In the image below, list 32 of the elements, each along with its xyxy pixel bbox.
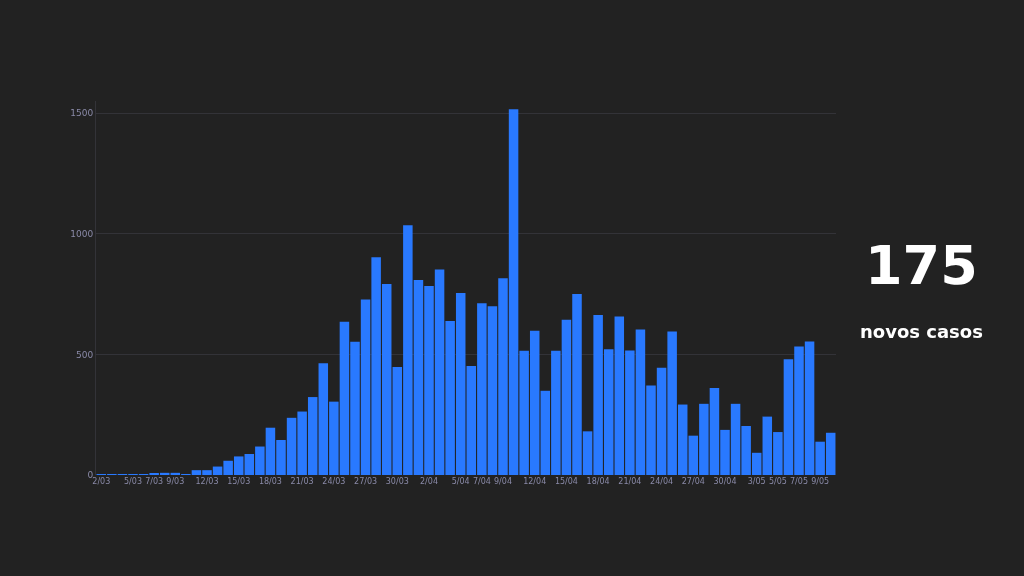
text: 175 — [865, 234, 978, 297]
x-tick-label: 2/04 — [420, 477, 438, 486]
x-tick-label: 21/04 — [618, 477, 642, 486]
y-tick-label: 500 — [76, 349, 94, 360]
x-tick-label: 5/04 — [451, 477, 470, 486]
x-tick-label: 27/03 — [354, 477, 378, 486]
x-tick-label: 9/04 — [494, 477, 512, 486]
x-tick-label: 18/03 — [258, 477, 282, 486]
x-tick-label: 7/05 — [790, 477, 808, 486]
x-tick-label: 30/03 — [385, 477, 409, 486]
y-tick-label: 0 — [87, 470, 94, 481]
x-tick-label: 12/03 — [195, 477, 219, 486]
x-tick-label: 24/03 — [322, 477, 346, 486]
x-tick-label: 30/04 — [713, 477, 737, 486]
x-tick-label: 7/03 — [145, 477, 164, 486]
x-tick-label: 21/03 — [290, 477, 314, 486]
x-tick-label: 12/04 — [523, 477, 547, 486]
y-tick-label: 1500 — [70, 108, 94, 119]
x-tick-label: 24/04 — [650, 477, 674, 486]
x-tick-label: 9/03 — [166, 477, 185, 486]
y-tick-label: 1000 — [70, 228, 94, 239]
x-tick-label: 5/05 — [768, 477, 787, 486]
x-tick-label: 18/04 — [586, 477, 610, 486]
x-tick-label: 27/04 — [681, 477, 705, 486]
text: novos casos — [860, 321, 983, 342]
x-tick-label: 2/03 — [92, 477, 111, 486]
x-tick-label: 15/04 — [554, 477, 578, 486]
x-tick-label: 15/03 — [227, 477, 251, 486]
x-tick-label: 7/04 — [472, 477, 491, 486]
x-tick-label: 9/05 — [811, 477, 830, 486]
x-tick-label: 5/03 — [124, 477, 142, 486]
x-tick-label: 3/05 — [747, 477, 766, 486]
